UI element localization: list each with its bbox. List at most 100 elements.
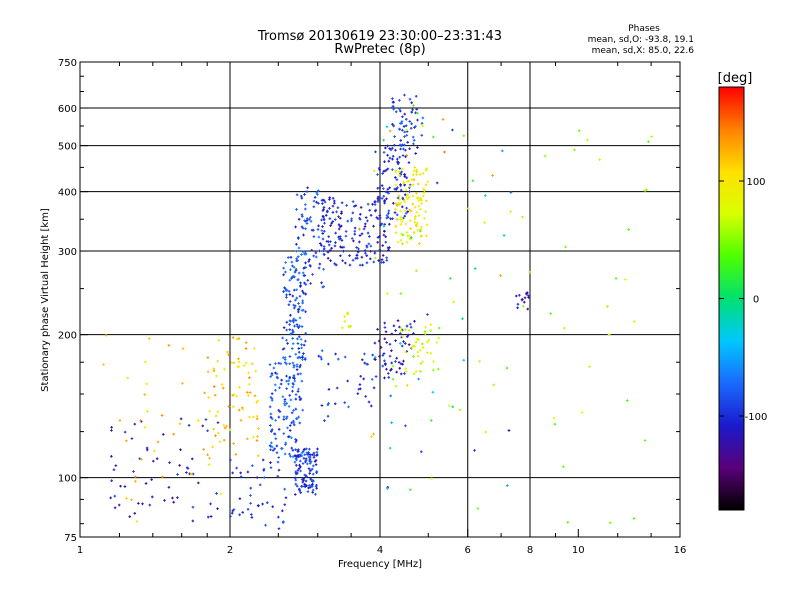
data-point — [285, 289, 289, 292]
data-point — [366, 219, 369, 223]
data-point — [290, 411, 294, 415]
data-point — [358, 240, 361, 244]
data-point — [208, 409, 211, 413]
data-point — [297, 302, 300, 305]
data-point — [391, 146, 394, 150]
data-point — [473, 449, 476, 452]
data-point — [398, 173, 401, 177]
data-point — [223, 426, 227, 430]
data-point — [492, 383, 496, 387]
data-point — [405, 335, 409, 338]
data-point — [382, 195, 386, 198]
data-point — [346, 219, 350, 223]
data-point — [288, 394, 292, 397]
data-point — [401, 143, 404, 147]
data-point — [300, 343, 303, 346]
data-point — [523, 296, 527, 300]
data-point — [167, 344, 171, 347]
data-point — [283, 503, 287, 506]
data-point — [285, 417, 288, 420]
data-point — [293, 493, 297, 496]
data-point — [414, 223, 418, 227]
data-point — [378, 186, 382, 190]
data-point — [130, 437, 134, 440]
y-tick-label: 400 — [58, 188, 77, 199]
data-point — [206, 370, 210, 374]
data-point — [376, 328, 379, 331]
data-point — [395, 213, 399, 217]
data-point — [289, 398, 293, 402]
data-point — [290, 260, 294, 264]
data-point — [288, 328, 292, 331]
data-point — [373, 341, 377, 345]
data-point — [405, 134, 409, 137]
data-point — [288, 424, 292, 427]
data-point — [394, 148, 397, 152]
data-point — [338, 216, 342, 220]
data-point — [435, 181, 439, 185]
data-point — [432, 360, 435, 363]
data-point — [401, 233, 405, 237]
data-point — [331, 211, 335, 214]
data-point — [404, 148, 407, 152]
data-point — [392, 124, 396, 128]
data-point — [404, 367, 407, 371]
data-point — [326, 403, 330, 407]
data-point — [312, 235, 316, 238]
data-point — [384, 330, 388, 334]
data-point — [214, 414, 218, 418]
data-point — [249, 494, 252, 497]
data-point — [181, 347, 185, 350]
data-point — [501, 149, 504, 153]
data-point — [231, 471, 234, 475]
data-point — [358, 383, 362, 386]
data-point — [298, 365, 302, 369]
data-point — [272, 366, 276, 370]
data-point — [543, 154, 547, 158]
data-point — [402, 147, 405, 151]
data-point — [382, 260, 385, 264]
data-point — [237, 357, 240, 360]
data-point — [386, 372, 390, 375]
data-point — [133, 422, 137, 426]
data-point — [212, 427, 215, 431]
data-point — [341, 259, 344, 262]
data-point — [399, 329, 403, 332]
data-point — [161, 475, 164, 479]
data-point — [216, 359, 219, 363]
data-point — [406, 197, 410, 201]
data-point — [225, 424, 228, 428]
data-point — [401, 115, 404, 119]
data-point — [334, 263, 338, 267]
chart-title-line2: RwPretec (8p) — [334, 42, 425, 57]
data-point — [297, 246, 301, 250]
data-point — [432, 368, 435, 372]
data-point — [140, 457, 143, 461]
data-point — [323, 419, 326, 422]
data-point — [282, 520, 285, 523]
data-point — [292, 383, 295, 386]
data-point — [606, 305, 609, 308]
data-point — [394, 188, 398, 191]
data-point — [300, 253, 303, 256]
data-point — [409, 325, 413, 329]
data-point — [316, 189, 320, 192]
data-point — [285, 362, 288, 366]
data-point — [295, 417, 299, 421]
data-point — [374, 358, 377, 361]
colorbar-tick-label: 100 — [746, 177, 765, 188]
data-point — [128, 515, 132, 518]
data-point — [206, 429, 209, 433]
data-point — [320, 357, 323, 361]
data-point — [388, 354, 392, 358]
data-point — [385, 256, 389, 260]
data-point — [320, 229, 324, 232]
data-point — [402, 359, 405, 363]
data-point — [295, 249, 298, 253]
data-point — [410, 101, 413, 105]
data-point — [389, 394, 393, 398]
data-point — [420, 134, 424, 137]
data-point — [304, 207, 307, 211]
data-point — [473, 267, 477, 270]
data-point — [223, 367, 226, 371]
